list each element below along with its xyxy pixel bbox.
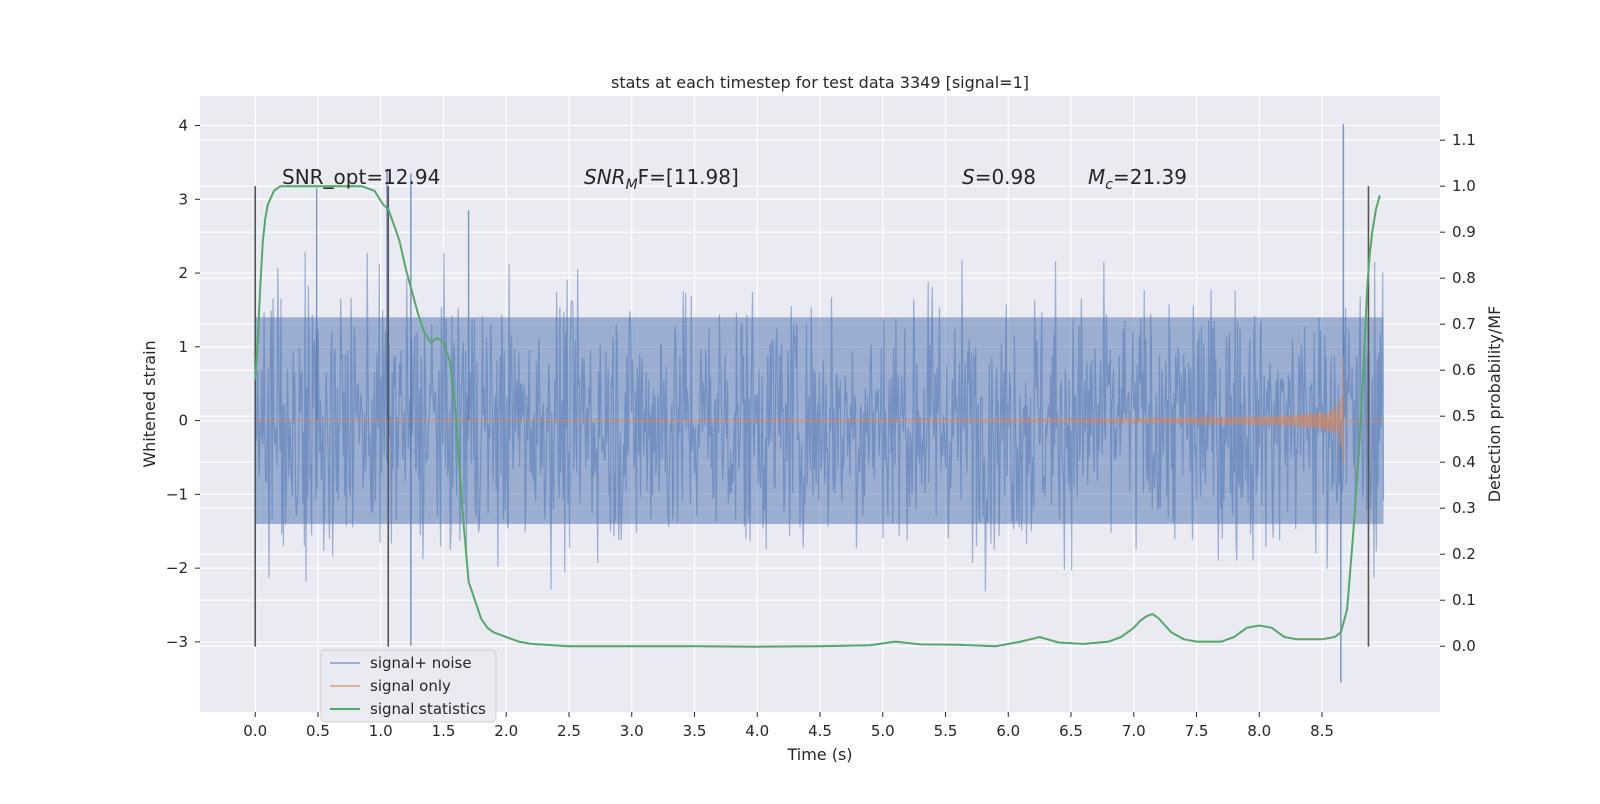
y-tick-label: 4 <box>178 117 188 135</box>
y-right-tick-label: 0.7 <box>1452 315 1476 333</box>
annotation-s-value: =0.98 <box>975 165 1036 189</box>
x-tick-label: 8.0 <box>1247 722 1271 740</box>
x-tick-label: 7.0 <box>1122 722 1146 740</box>
annotation-snr-opt: SNR_opt=12.94 <box>282 165 440 189</box>
x-tick-label: 5.0 <box>871 722 895 740</box>
x-tick-label: 7.5 <box>1185 722 1209 740</box>
y-right-tick-label: 0.4 <box>1452 453 1476 471</box>
annotation-s: S=0.98 <box>962 165 1036 189</box>
tick-labels: 0.0 0.5 1.0 1.5 2.0 2.5 3.0 3.5 4.0 4.5 5.0 5.5 6.0 6… <box>166 117 1476 740</box>
x-tick-label: 2.5 <box>557 722 581 740</box>
y-tick-label: 1 <box>178 338 188 356</box>
x-tick-label: 8.5 <box>1310 722 1334 740</box>
y-right-tick-label: 0.2 <box>1452 545 1476 563</box>
annotation-snr-mf-subscript: M <box>626 177 638 193</box>
x-tick-label: 3.0 <box>620 722 644 740</box>
y-right-tick-label: 1.1 <box>1452 131 1476 149</box>
y-right-tick-label: 0.3 <box>1452 499 1476 517</box>
y-right-tick-label: 0.9 <box>1452 223 1476 241</box>
x-tick-label: 0.5 <box>306 722 330 740</box>
y-tick-label: −2 <box>166 559 188 577</box>
y-right-tick-label: 0.1 <box>1452 591 1476 609</box>
y-axis-label: Whitened strain <box>140 340 159 467</box>
series-signal-only <box>255 356 1384 465</box>
x-tick-label: 6.5 <box>1059 722 1083 740</box>
y-tick-label: 3 <box>178 190 188 208</box>
y-right-tick-label: 0.6 <box>1452 361 1476 379</box>
y-right-tick-label: 0.5 <box>1452 407 1476 425</box>
annotation-mc-symbol: M <box>1088 165 1105 189</box>
legend-box <box>320 649 497 723</box>
annotation-mc: Mc=21.39 <box>1088 165 1187 193</box>
x-tick-label: 4.0 <box>745 722 769 740</box>
annotation-mc-value: =21.39 <box>1113 165 1187 189</box>
annotation-snr-mf-symbol: SNR <box>584 165 626 189</box>
x-tick-label: 6.0 <box>996 722 1020 740</box>
x-tick-label: 5.5 <box>934 722 958 740</box>
annotation-s-symbol: S <box>962 165 975 189</box>
y-tick-label: 2 <box>178 264 188 282</box>
x-tick-label: 4.5 <box>808 722 832 740</box>
y-right-tick-label: 0.0 <box>1452 637 1476 655</box>
x-tick-label: 0.0 <box>243 722 267 740</box>
x-axis-label: Time (s) <box>786 745 852 764</box>
annotation-snr-mf-value: F=[11.98] <box>638 165 739 189</box>
y-tick-label: −3 <box>166 633 188 651</box>
signal-only-line <box>255 356 1384 465</box>
x-tick-label: 3.5 <box>683 722 707 740</box>
y-right-tick-label: 1.0 <box>1452 177 1476 195</box>
chart-title: stats at each timestep for test data 334… <box>611 73 1029 92</box>
legend-label-signal-statistics: signal statistics <box>370 700 486 718</box>
y-right-tick-label: 0.8 <box>1452 269 1476 287</box>
legend-label-signal-noise: signal+ noise <box>370 654 472 672</box>
x-tick-label: 2.0 <box>494 722 518 740</box>
y-tick-label: −1 <box>166 485 188 503</box>
x-tick-label: 1.0 <box>369 722 393 740</box>
x-tick-label: 1.5 <box>432 722 456 740</box>
annotation-snr-mf: SNRMF=[11.98] <box>584 165 739 193</box>
legend: signal+ noise signal only signal statist… <box>320 649 497 723</box>
y-axis-right-label: Detection probability/MF <box>1485 306 1504 503</box>
signal-statistics-line <box>254 185 1381 648</box>
legend-label-signal-only: signal only <box>370 677 451 695</box>
series-signal-statistics <box>254 185 1381 648</box>
annotation-mc-subscript: c <box>1105 177 1113 193</box>
y-tick-label: 0 <box>178 412 188 430</box>
